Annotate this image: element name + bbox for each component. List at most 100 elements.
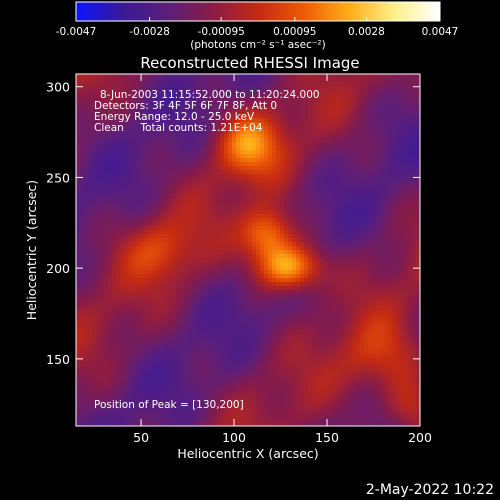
heatmap-cell	[96, 178, 101, 183]
heatmap-cell	[300, 106, 305, 111]
heatmap-cell	[292, 118, 297, 123]
heatmap-cell	[300, 290, 305, 295]
heatmap-cell	[412, 178, 417, 183]
heatmap-cell	[76, 274, 81, 279]
heatmap-cell	[244, 78, 249, 83]
heatmap-cell	[200, 286, 205, 291]
heatmap-cell	[128, 90, 133, 95]
heatmap-cell	[368, 194, 373, 199]
heatmap-cell	[188, 286, 193, 291]
heatmap-cell	[120, 118, 125, 123]
heatmap-cell	[336, 250, 341, 255]
heatmap-cell	[404, 186, 409, 191]
heatmap-cell	[80, 122, 85, 127]
heatmap-cell	[84, 150, 89, 155]
heatmap-cell	[236, 170, 241, 175]
heatmap-cell	[364, 278, 369, 283]
heatmap-cell	[76, 302, 81, 307]
heatmap-cell	[208, 222, 213, 227]
heatmap-cell	[184, 74, 189, 79]
heatmap-cell	[404, 230, 409, 235]
heatmap-cell	[356, 102, 361, 107]
heatmap-cell	[288, 242, 293, 247]
heatmap-cell	[332, 130, 337, 135]
heatmap-cell	[108, 206, 113, 211]
heatmap-cell	[268, 254, 273, 259]
heatmap-cell	[328, 262, 333, 267]
heatmap-cell	[240, 90, 245, 95]
heatmap-cell	[284, 278, 289, 283]
heatmap-cell	[280, 118, 285, 123]
heatmap-cell	[116, 114, 121, 119]
heatmap-cell	[320, 262, 325, 267]
heatmap-cell	[108, 234, 113, 239]
heatmap-cell	[404, 134, 409, 139]
heatmap-cell	[216, 82, 221, 87]
heatmap-cell	[308, 186, 313, 191]
heatmap-cell	[100, 150, 105, 155]
heatmap-cell	[100, 210, 105, 215]
heatmap-cell	[228, 194, 233, 199]
heatmap-cell	[132, 170, 137, 175]
heatmap-cell	[148, 198, 153, 203]
heatmap-cell	[344, 106, 349, 111]
heatmap-cell	[196, 242, 201, 247]
heatmap-cell	[128, 98, 133, 103]
heatmap-cell	[396, 178, 401, 183]
heatmap-cell	[76, 190, 81, 195]
heatmap-cell	[180, 86, 185, 91]
heatmap-cell	[244, 130, 249, 135]
heatmap-cell	[120, 294, 125, 299]
heatmap-cell	[260, 94, 265, 99]
heatmap-cell	[388, 298, 393, 303]
heatmap-cell	[404, 126, 409, 131]
heatmap-cell	[184, 178, 189, 183]
heatmap-cell	[320, 106, 325, 111]
heatmap-cell	[340, 198, 345, 203]
heatmap-cell	[220, 146, 225, 151]
heatmap-cell	[116, 298, 121, 303]
heatmap-cell	[152, 278, 157, 283]
heatmap-cell	[264, 222, 269, 227]
heatmap-cell	[252, 146, 257, 151]
heatmap-cell	[248, 102, 253, 107]
heatmap-cell	[108, 150, 113, 155]
heatmap-cell	[364, 238, 369, 243]
heatmap-cell	[188, 202, 193, 207]
heatmap-cell	[368, 282, 373, 287]
heatmap-cell	[292, 166, 297, 171]
heatmap-cell	[176, 162, 181, 167]
heatmap-cell	[360, 234, 365, 239]
heatmap-cell	[336, 134, 341, 139]
heatmap-cell	[108, 146, 113, 151]
heatmap-cell	[92, 214, 97, 219]
heatmap-cell	[284, 234, 289, 239]
heatmap-cell	[352, 294, 357, 299]
heatmap-cell	[168, 290, 173, 295]
heatmap-cell	[224, 246, 229, 251]
heatmap-cell	[356, 146, 361, 151]
heatmap-cell	[404, 174, 409, 179]
heatmap-cell	[256, 218, 261, 223]
heatmap-cell	[188, 198, 193, 203]
heatmap-cell	[96, 286, 101, 291]
heatmap-cell	[236, 222, 241, 227]
heatmap-cell	[144, 94, 149, 99]
heatmap-cell	[172, 234, 177, 239]
heatmap-cell	[304, 246, 309, 251]
heatmap-cell	[372, 98, 377, 103]
heatmap-cell	[184, 174, 189, 179]
heatmap-cell	[140, 146, 145, 151]
heatmap-cell	[368, 134, 373, 139]
heatmap-cell	[248, 186, 253, 191]
heatmap-cell	[104, 190, 109, 195]
heatmap-cell	[84, 230, 89, 235]
heatmap-cell	[372, 222, 377, 227]
heatmap-cell	[280, 82, 285, 87]
heatmap-cell	[356, 282, 361, 287]
heatmap-cell	[200, 122, 205, 127]
heatmap-cell	[108, 162, 113, 167]
heatmap-cell	[188, 94, 193, 99]
heatmap-cell	[316, 178, 321, 183]
heatmap-cell	[404, 222, 409, 227]
